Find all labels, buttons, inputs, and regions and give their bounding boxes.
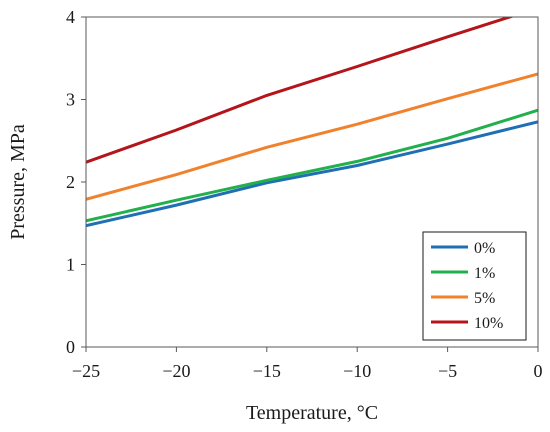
y-tick-label: 4: [66, 7, 75, 27]
series-line-10pct: [86, 17, 515, 164]
x-axis-tick-labels: −25 −20 −15 −10 −5 0: [72, 361, 543, 381]
series-lines: [86, 17, 538, 228]
y-tick-label: 2: [66, 172, 75, 192]
x-tick-label: −10: [343, 361, 371, 381]
series-line-1pct: [86, 108, 538, 223]
x-axis-title: Temperature, °C: [246, 402, 378, 424]
y-axis-ticks: [81, 16, 86, 348]
y-tick-label: 1: [66, 255, 75, 275]
x-tick-label: −5: [438, 361, 457, 381]
y-tick-label: 3: [66, 90, 75, 110]
x-tick-label: −25: [72, 361, 100, 381]
legend: 0% 1% 5% 10%: [422, 231, 527, 341]
y-tick-label: 0: [66, 337, 75, 357]
x-tick-label: −15: [253, 361, 281, 381]
x-tick-label: 0: [534, 361, 543, 381]
plot-area-frame: [85, 16, 539, 348]
series-line-5pct: [86, 72, 538, 201]
x-axis-ticks: [85, 347, 539, 352]
legend-label: 10%: [474, 315, 503, 332]
legend-label: 5%: [474, 290, 495, 307]
x-tick-label: −20: [162, 361, 190, 381]
legend-label: 1%: [474, 265, 495, 282]
y-axis-title: Pressure, MPa: [7, 124, 29, 240]
series-line-0pct: [86, 120, 538, 228]
legend-label: 0%: [474, 240, 495, 257]
y-axis-tick-labels: 0 1 2 3 4: [66, 7, 75, 357]
